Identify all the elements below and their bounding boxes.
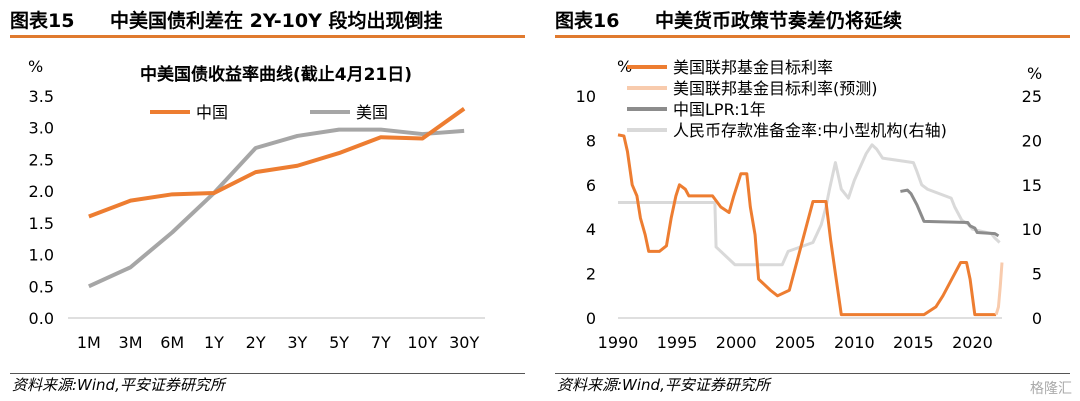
- x-tick-label: 30Y: [449, 333, 479, 352]
- rrr-line: [618, 143, 1001, 267]
- x-tick-label: 1Y: [204, 333, 224, 352]
- left-y-tick-label: 10: [576, 87, 596, 106]
- right-footer-rule: [555, 373, 1070, 374]
- x-tick-label: 1995: [657, 333, 698, 352]
- x-tick-label: 3Y: [287, 333, 307, 352]
- left-source-note: 资料来源:Wind,平安证券研究所: [12, 376, 225, 394]
- x-tick-label: 5Y: [329, 333, 349, 352]
- y-tick-label: 3.0: [29, 119, 54, 138]
- watermark-logo: 格隆汇: [1030, 381, 1072, 397]
- y-tick-label: 0.0: [29, 309, 54, 328]
- right-header-rule: [555, 35, 1070, 38]
- x-tick-label: 3M: [119, 333, 143, 352]
- x-tick-label: 2Y: [246, 333, 266, 352]
- y-tick-label: 1.5: [29, 214, 54, 233]
- policy-rate-chart: % % 0 2 4 6 8 10 0 5 10 15 20 25 1990 1995 2000 2005 2010 2…: [576, 57, 1043, 352]
- right-source-note: 资料来源:Wind,平安证券研究所: [557, 376, 770, 394]
- left-y-tick-label: 0: [586, 309, 596, 328]
- series-line-us: [88, 127, 465, 289]
- yield-curve-chart: % 中美国债收益率曲线(截止4月21日) 0.0 0.5 1.0 1.5 2.0 2.5 3.0…: [28, 57, 485, 352]
- right-y-tick-label: 0: [1032, 309, 1042, 328]
- left-y-tick-label: 6: [586, 176, 596, 195]
- right-y-tick-label: 20: [1022, 131, 1042, 150]
- x-tick-label: 2020: [952, 333, 993, 352]
- left-footer-rule: [10, 373, 525, 374]
- right-y-tick-label: 15: [1022, 176, 1042, 195]
- legend-label: 人民币存款准备金率:中小型机构(右轴): [673, 121, 947, 140]
- china-lpr-line: [900, 188, 1000, 238]
- right-figure-label: 图表16: [555, 9, 620, 32]
- legend-label: 美国: [356, 103, 388, 122]
- x-tick-label: 2005: [775, 333, 816, 352]
- legend-label: 美国联邦基金目标利率: [673, 58, 833, 77]
- right-figure-title: 中美货币政策节奏差仍将延续: [655, 9, 903, 32]
- fed-funds-rate-line: [617, 133, 997, 317]
- chart-title: 中美国债收益率曲线(截止4月21日): [140, 64, 412, 85]
- legend-label: 中国LPR:1年: [673, 100, 766, 119]
- left-y-tick-label: 4: [586, 220, 596, 239]
- y-tick-label: 3.5: [29, 87, 54, 106]
- right-figure-header: 图表16 中美货币政策节奏差仍将延续: [555, 4, 1070, 34]
- y-tick-label: 2.0: [29, 182, 54, 201]
- left-figure-title: 中美国债利差在 2Y-10Y 段均出现倒挂: [110, 9, 443, 32]
- y-axis-unit: %: [28, 57, 43, 76]
- x-tick-label: 10Y: [407, 333, 437, 352]
- right-y-tick-label: 10: [1022, 220, 1042, 239]
- y-tick-label: 2.5: [29, 150, 54, 169]
- x-tick-label: 1M: [77, 333, 101, 352]
- left-y-tick-label: 2: [586, 265, 596, 284]
- fed-funds-forecast-line: [994, 262, 1004, 316]
- left-header-rule: [10, 35, 525, 38]
- y-tick-label: 1.0: [29, 246, 54, 265]
- series-line-china: [88, 107, 466, 219]
- left-axis-unit: %: [617, 57, 632, 76]
- right-y-tick-label: 25: [1022, 87, 1042, 106]
- x-tick-label: 1990: [598, 333, 639, 352]
- legend-label: 中国: [196, 103, 228, 122]
- y-tick-label: 0.5: [29, 277, 54, 296]
- right-axis-unit: %: [1027, 64, 1042, 83]
- left-figure-label: 图表15: [10, 9, 75, 32]
- x-tick-label: 2000: [716, 333, 757, 352]
- legend-label: 美国联邦基金目标利率(预测): [673, 79, 878, 98]
- left-figure-header: 图表15 中美国债利差在 2Y-10Y 段均出现倒挂: [10, 4, 525, 34]
- x-tick-label: 2010: [834, 333, 875, 352]
- x-tick-label: 7Y: [371, 333, 391, 352]
- x-tick-label: 2015: [893, 333, 934, 352]
- right-y-tick-label: 5: [1032, 265, 1042, 284]
- left-y-tick-label: 8: [586, 131, 596, 150]
- x-tick-label: 6M: [160, 333, 184, 352]
